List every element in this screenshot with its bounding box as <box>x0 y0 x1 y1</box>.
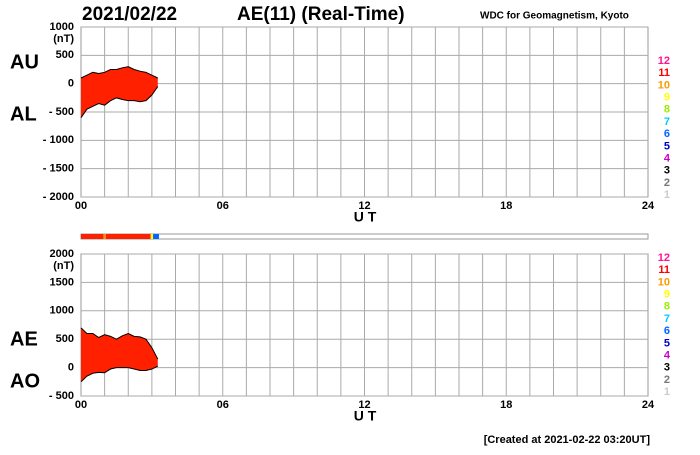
count-legend: 8 <box>664 301 670 313</box>
series-label: AU <box>10 51 39 73</box>
coverage-segment <box>153 234 159 239</box>
coverage-segment <box>105 234 151 239</box>
x-tick-label: 18 <box>500 399 512 411</box>
count-legend: 4 <box>664 350 671 362</box>
y-unit: (nT) <box>53 33 74 45</box>
x-tick-label: 00 <box>75 399 87 411</box>
count-legend: 5 <box>664 140 670 152</box>
count-legend: 3 <box>664 362 670 374</box>
count-legend: 6 <box>664 325 670 337</box>
series-label: AO <box>10 370 40 392</box>
y-tick-label: - 1500 <box>43 163 74 175</box>
count-legend: 5 <box>664 337 670 349</box>
series-line <box>80 66 158 79</box>
y-tick-label: - 1000 <box>43 134 74 146</box>
y-tick-label: - 2000 <box>43 191 74 203</box>
y-tick-label: 1000 <box>50 305 74 317</box>
y-tick-label: 2000 <box>50 248 74 260</box>
count-legend: 3 <box>664 165 670 177</box>
series-line <box>80 365 158 383</box>
x-tick-label: 06 <box>217 200 229 212</box>
y-tick-label: 500 <box>56 333 74 345</box>
count-legend: 10 <box>658 276 670 288</box>
count-legend: 6 <box>664 128 670 140</box>
series-line <box>80 86 159 118</box>
x-axis-label: U T <box>354 209 377 225</box>
source: WDC for Geomagnetism, Kyoto <box>480 11 629 22</box>
count-legend: 11 <box>658 264 670 276</box>
count-legend: 2 <box>664 177 670 189</box>
series-label: AL <box>10 103 37 125</box>
y-tick-label: 1500 <box>50 276 74 288</box>
x-tick-label: 24 <box>642 399 655 411</box>
band-fill <box>81 327 158 382</box>
count-legend: 9 <box>664 92 670 104</box>
coverage-frame <box>80 233 649 240</box>
x-tick-label: 06 <box>217 399 229 411</box>
y-tick-label: 500 <box>56 49 74 61</box>
x-tick-label: 00 <box>75 200 87 212</box>
series-label: AE <box>10 328 38 350</box>
x-tick-label: 12 <box>358 399 370 411</box>
count-legend: 7 <box>664 116 670 128</box>
coverage-segment <box>150 234 154 239</box>
x-tick-label: 12 <box>358 200 370 212</box>
count-legend: 1 <box>664 189 670 201</box>
date: 2021/02/22 <box>82 4 177 25</box>
y-tick-label: - 500 <box>49 390 74 402</box>
count-legend: 7 <box>664 313 670 325</box>
series-line <box>80 327 159 360</box>
y-tick-label: 1000 <box>50 21 74 33</box>
count-legend: 12 <box>658 252 670 264</box>
x-tick-label: 24 <box>642 200 655 212</box>
y-tick-label: - 500 <box>49 106 74 118</box>
count-legend: 9 <box>664 289 670 301</box>
x-tick-label: 18 <box>500 200 512 212</box>
y-tick-label: 0 <box>68 362 74 374</box>
x-axis-label: U T <box>354 408 377 424</box>
title: AE(11) (Real-Time) <box>237 4 405 25</box>
y-unit: (nT) <box>53 260 74 272</box>
y-tick-label: 0 <box>68 78 74 90</box>
count-legend: 4 <box>664 153 671 165</box>
created: [Created at 2021-02-22 03:20UT] <box>484 434 651 446</box>
count-legend: 11 <box>658 67 670 79</box>
count-legend: 12 <box>658 55 670 67</box>
count-legend: 1 <box>664 386 670 398</box>
coverage-segment <box>103 234 106 239</box>
coverage-segment <box>81 234 104 239</box>
count-legend: 10 <box>658 79 670 91</box>
count-legend: 8 <box>664 104 670 116</box>
band-fill <box>81 66 158 118</box>
count-legend: 2 <box>664 374 670 386</box>
